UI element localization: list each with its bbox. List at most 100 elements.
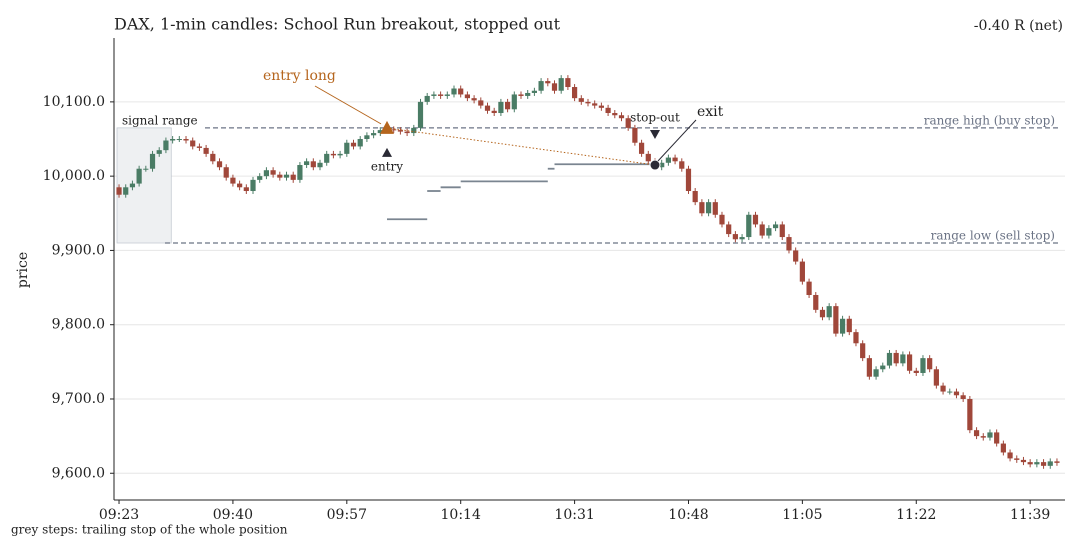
candle-body (705, 202, 712, 214)
y-axis-label: price (15, 252, 31, 288)
entry-label: entry long (263, 68, 336, 84)
candle-body (116, 187, 122, 195)
candle-body (438, 94, 444, 96)
candle-body (672, 157, 678, 162)
candle-body (906, 354, 913, 371)
exit-label: exit (697, 104, 724, 120)
footnote: grey steps: trailing stop of the whole p… (11, 523, 288, 537)
candle-body (973, 430, 980, 437)
candle-body (866, 358, 872, 377)
candle-body (397, 130, 404, 132)
candle-body (257, 176, 263, 180)
candle-body (779, 224, 785, 238)
candle-body (699, 202, 705, 214)
candle-body (183, 139, 189, 141)
candle-body (531, 90, 537, 93)
candle-body (364, 135, 370, 140)
candle-body (947, 391, 953, 393)
candle-body (692, 191, 698, 203)
candle-body (605, 107, 611, 114)
result-label: -0.40 R (net) (974, 18, 1063, 34)
x-tick-label: 10:31 (554, 507, 594, 523)
candle-body (933, 369, 939, 386)
exit-marker (649, 159, 661, 171)
candle-body (411, 127, 417, 134)
candle-body (324, 153, 330, 163)
candle-body (927, 358, 933, 370)
x-tick-label: 10:14 (441, 507, 481, 523)
candle-body (659, 162, 665, 168)
candle-body (504, 101, 511, 110)
candle-body (766, 228, 772, 236)
candle-body (424, 95, 430, 102)
candle-body (732, 234, 738, 240)
candle-body (404, 131, 410, 134)
candle-body (478, 100, 484, 106)
candle-body (893, 352, 899, 364)
candle-body (833, 306, 839, 334)
candle-body (953, 391, 960, 396)
y-tick-label: 9,600.0 (52, 465, 105, 481)
candle-body (464, 94, 471, 99)
trade-link (386, 127, 656, 166)
entry-arrow (314, 85, 382, 125)
candle-body (317, 162, 323, 168)
candle-body (960, 395, 966, 399)
candle-body (685, 168, 692, 192)
candle-body (618, 115, 625, 119)
x-tick-label: 11:39 (1010, 507, 1050, 523)
candle-body (873, 369, 879, 377)
candle-body (176, 139, 182, 141)
candle-body (726, 224, 732, 235)
stop-out-marker (649, 130, 660, 140)
candle-body (806, 281, 812, 295)
candle-body (994, 432, 1000, 444)
candle-body (163, 140, 169, 151)
candle-body (987, 432, 993, 438)
candle-body (638, 142, 645, 154)
x-tick-label: 10:48 (668, 507, 708, 523)
candle-body (143, 168, 149, 170)
candle-body (1040, 462, 1047, 466)
exit-arrow (657, 119, 697, 162)
candle-body (886, 352, 893, 366)
candle-body (304, 161, 310, 166)
y-tick-label: 10,100.0 (43, 94, 105, 110)
candle-body (1054, 461, 1060, 463)
signal-range-box (116, 127, 172, 244)
candle-body (518, 94, 524, 96)
candle-body (551, 83, 558, 91)
candle-body (739, 237, 745, 240)
candle-body (216, 161, 223, 168)
candle-body (190, 140, 196, 147)
candle-body (752, 214, 759, 225)
candle-body (538, 81, 544, 91)
x-tick-label: 11:22 (896, 507, 936, 523)
candle-body (337, 153, 343, 156)
candle-body (772, 224, 779, 229)
chart-title: DAX, 1-min candles: School Run breakout,… (114, 15, 561, 34)
candle-body (136, 168, 142, 184)
candle-body (223, 167, 229, 178)
candle-body (377, 130, 383, 134)
candle-body (625, 118, 631, 128)
candle-body (310, 161, 316, 168)
candle-body (565, 78, 571, 88)
candle-body (592, 103, 598, 106)
candle-body (860, 343, 866, 359)
candle-body (1014, 458, 1020, 460)
candle-body (417, 101, 424, 128)
candle-body (525, 92, 531, 96)
candle-body (458, 88, 464, 95)
candle-body (746, 214, 752, 238)
candle-body (880, 365, 886, 370)
candle-body (571, 87, 578, 99)
candle-body (451, 88, 457, 95)
entry-tick-marker (382, 147, 393, 157)
candle-body (391, 129, 397, 131)
candle-body (665, 157, 671, 163)
candle-body (243, 187, 249, 192)
entry-marker (380, 120, 395, 134)
candle-body (196, 146, 203, 148)
